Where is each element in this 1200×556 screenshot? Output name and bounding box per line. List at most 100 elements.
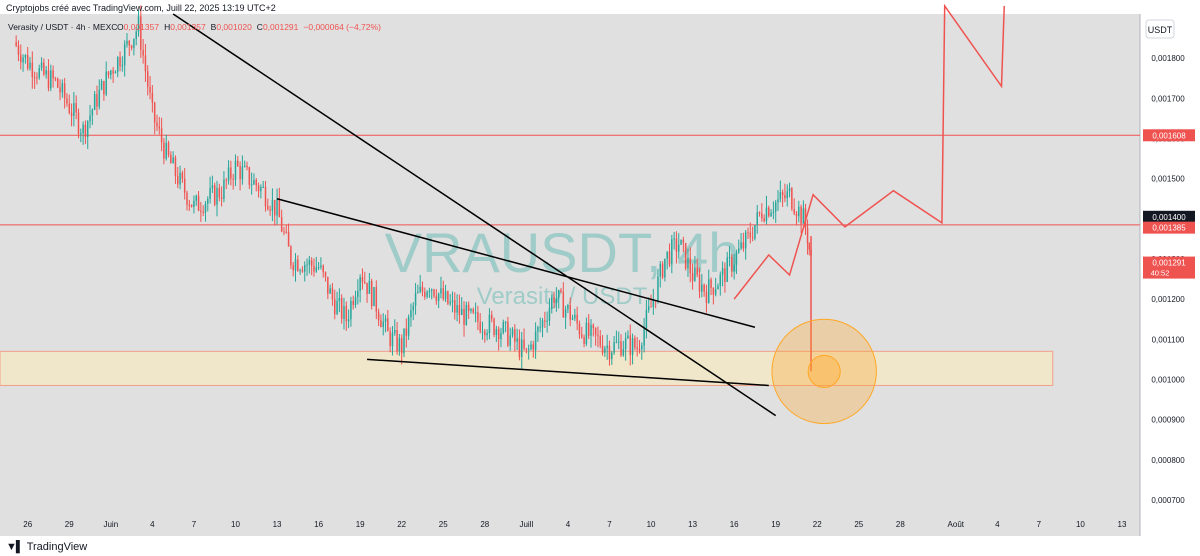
candle-body xyxy=(484,331,486,336)
price-label-level-high[interactable]: 0,001608 xyxy=(1143,129,1195,142)
candle-body xyxy=(527,348,530,350)
candle-body xyxy=(239,165,241,180)
candle-body xyxy=(728,257,731,259)
candle-body xyxy=(301,270,304,272)
tradingview-logo-icon[interactable]: ▼▌ xyxy=(6,541,24,553)
candle-body xyxy=(246,165,248,168)
candle-body xyxy=(808,243,811,250)
x-tick-label: Juill xyxy=(519,520,533,529)
trendline[interactable] xyxy=(276,198,756,328)
candle-body xyxy=(599,336,601,346)
y-tick-label: 0,000900 xyxy=(1151,416,1185,425)
candle-body xyxy=(26,55,29,69)
candle-body xyxy=(451,300,454,302)
candle-body xyxy=(477,312,479,322)
candle-body xyxy=(460,308,463,316)
candle-body xyxy=(15,42,17,46)
candle-body xyxy=(232,178,234,180)
candle-body xyxy=(714,289,717,295)
candle-body xyxy=(211,185,214,189)
plot-area[interactable] xyxy=(0,14,1140,536)
legend-close-label: C xyxy=(257,22,263,32)
candle-body xyxy=(435,296,438,301)
projection-path[interactable] xyxy=(733,3,1006,300)
candle-body xyxy=(370,280,373,307)
candle-body xyxy=(627,335,629,339)
candle-body xyxy=(237,160,239,166)
target-circle-outer[interactable] xyxy=(771,318,877,425)
candle-body xyxy=(539,327,541,329)
footer-brand[interactable]: TradingView xyxy=(26,541,88,553)
price-label-level-mid2-bg xyxy=(1143,221,1195,234)
currency-button[interactable]: USDT xyxy=(1145,19,1175,39)
candle-body xyxy=(73,103,75,116)
candle-body xyxy=(548,308,551,321)
candle-body xyxy=(731,257,733,271)
candle-body xyxy=(652,300,655,307)
candle-body xyxy=(511,329,514,336)
candle-body xyxy=(611,352,613,360)
price-label-level-mid1[interactable]: 0,001400 xyxy=(1143,210,1195,223)
x-tick-label: 28 xyxy=(896,520,905,529)
y-tick-label: 0,000800 xyxy=(1151,456,1185,465)
x-tick-label: 7 xyxy=(1037,520,1042,529)
candle-body xyxy=(712,287,715,295)
time-axis[interactable]: 26 29 Juin 4 7 10 13 16 19 22 25 28 Juill 4 7 10 13 16 19 2… xyxy=(23,520,1127,529)
candle-body xyxy=(495,329,498,335)
candle-body xyxy=(112,70,114,74)
trendline[interactable] xyxy=(172,13,777,417)
candle-body xyxy=(347,319,350,322)
candle-body xyxy=(417,291,419,294)
candle-body xyxy=(50,70,52,89)
candle-body xyxy=(581,334,583,338)
candle-body xyxy=(504,321,507,323)
candle-body xyxy=(694,267,696,281)
candle-body xyxy=(257,185,260,192)
price-label-level-mid2[interactable]: 0,001385 xyxy=(1143,221,1195,234)
candle-body xyxy=(324,272,327,277)
candle-body xyxy=(213,185,216,205)
candle-body xyxy=(758,212,761,214)
candle-body xyxy=(604,348,606,353)
legend-symbol[interactable]: Verasity / USDT · 4h · MEXC xyxy=(8,22,117,32)
candle-body xyxy=(202,211,204,213)
candle-body xyxy=(207,198,209,204)
candle-body xyxy=(299,270,301,272)
candle-body xyxy=(142,49,144,56)
candle-body xyxy=(772,211,775,213)
candle-body xyxy=(137,16,140,32)
candle-body xyxy=(645,310,648,328)
candle-body xyxy=(56,78,59,88)
x-tick-label: 13 xyxy=(1118,520,1127,529)
candle-body xyxy=(407,316,410,336)
candle-body xyxy=(567,305,569,310)
legend-high-value: 0,001357 xyxy=(170,22,206,32)
candle-body xyxy=(354,296,357,305)
candle-body xyxy=(647,306,650,311)
candle-body xyxy=(463,308,465,325)
candle-body xyxy=(276,198,278,216)
candle-body xyxy=(564,309,567,318)
candle-body xyxy=(387,318,389,332)
chart-credit: Cryptojobs créé avec TradingView.com, Ju… xyxy=(6,3,276,13)
candle-body xyxy=(719,274,722,286)
target-circle-inner[interactable] xyxy=(807,354,841,388)
candle-body xyxy=(172,157,174,164)
candle-body xyxy=(271,199,274,211)
candle-body xyxy=(562,291,565,318)
candle-body xyxy=(664,258,666,278)
support-zone[interactable] xyxy=(0,350,1054,386)
candle-body xyxy=(747,232,749,234)
candle-body xyxy=(590,324,592,336)
x-tick-label: 25 xyxy=(854,520,863,529)
candle-body xyxy=(227,167,230,181)
candle-body xyxy=(320,265,322,268)
x-tick-label: 16 xyxy=(314,520,323,529)
candle-body xyxy=(61,83,64,93)
trendline[interactable] xyxy=(367,358,769,387)
candle-body xyxy=(147,71,149,87)
candle-body xyxy=(698,274,701,292)
candle-body xyxy=(292,265,294,271)
